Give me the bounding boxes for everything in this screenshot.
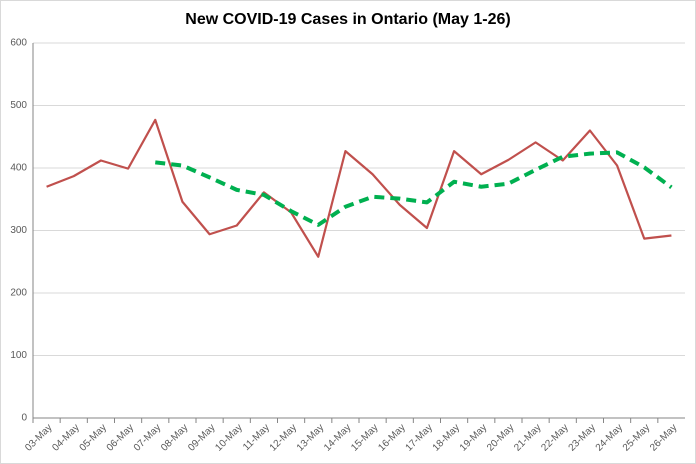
y-tick-label: 600 [10,38,27,49]
y-tick-label: 200 [10,288,27,299]
y-tick-label: 400 [10,163,27,174]
y-tick-label: 0 [21,413,27,424]
y-tick-label: 300 [10,225,27,236]
y-tick-label: 100 [10,350,27,361]
series-line [46,118,672,258]
series-line [155,150,673,227]
chart-title: New COVID-19 Cases in Ontario (May 1-26) [185,11,510,28]
y-tick-label: 500 [10,100,27,111]
